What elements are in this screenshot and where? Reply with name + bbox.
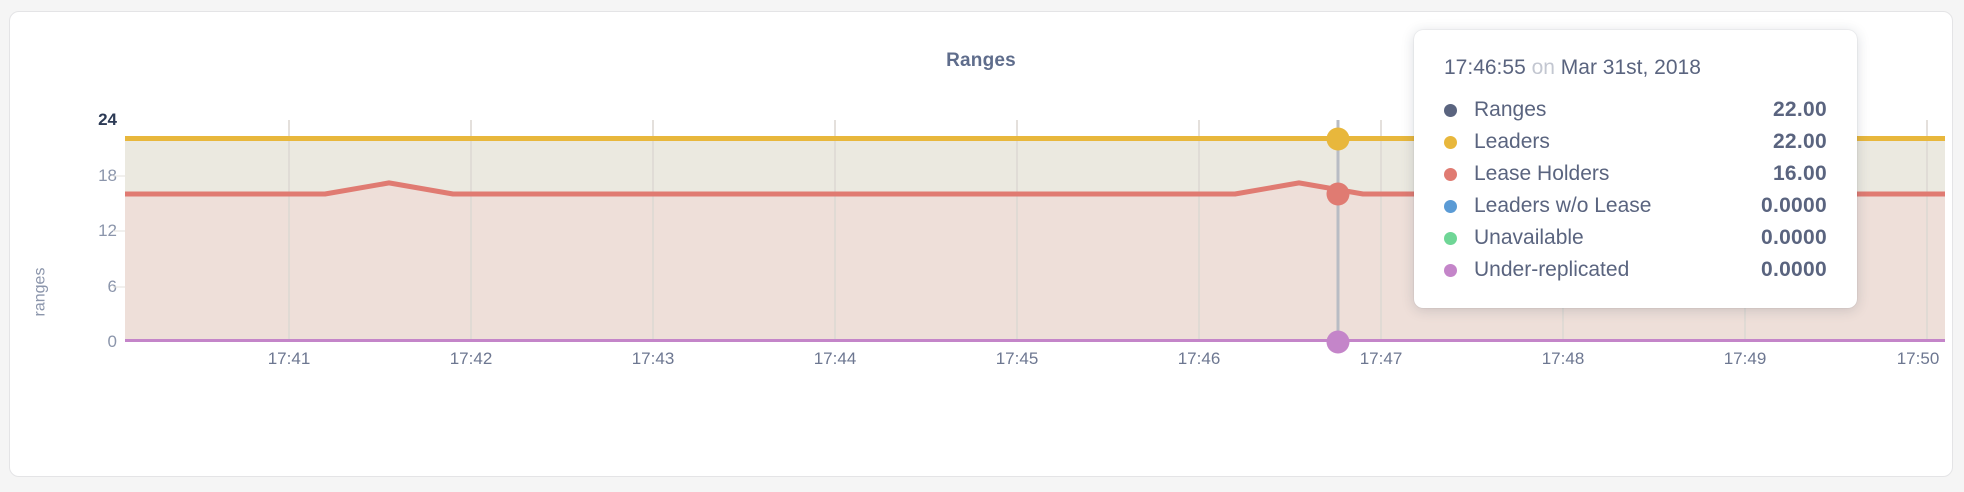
y-axis: ranges 24 18 12 6 0 xyxy=(31,110,117,351)
series-dot-icon xyxy=(1444,199,1457,213)
y-tick-dash-18 xyxy=(113,175,129,176)
marker-leaders xyxy=(1326,127,1350,150)
tooltip-value: 0.0000 xyxy=(1760,194,1827,217)
x-tick-9: 17:50 xyxy=(1896,349,1940,368)
x-tick-8: 17:49 xyxy=(1723,349,1767,368)
x-tick-6: 17:47 xyxy=(1359,349,1403,368)
series-dot-icon xyxy=(1444,167,1457,181)
tooltip-row-unavailable: Unavailable 0.0000 xyxy=(1444,222,1827,254)
series-dot-icon xyxy=(1444,231,1457,245)
tooltip-label: Ranges xyxy=(1474,98,1547,121)
y-tick-0: 0 xyxy=(107,332,117,351)
tooltip-header: 17:46:55 on Mar 31st, 2018 xyxy=(1444,56,1827,80)
y-tick-12: 12 xyxy=(98,221,117,240)
line-lease-holders xyxy=(125,180,1945,197)
chart-card: Ranges ranges 24 18 12 6 0 xyxy=(9,11,1953,477)
tooltip-row-lease-holders: Lease Holders 16.00 xyxy=(1444,158,1827,190)
x-tick-0: 17:41 xyxy=(267,349,311,368)
x-tick-3: 17:44 xyxy=(813,349,857,368)
marker-under-replicated xyxy=(1326,330,1350,354)
series-dot-icon xyxy=(1444,263,1457,277)
tooltip-time: 17:46:55 xyxy=(1444,56,1526,79)
tooltip-value: 22.00 xyxy=(1772,130,1827,153)
y-tick-6: 6 xyxy=(107,276,117,296)
hover-tooltip: 17:46:55 on Mar 31st, 2018 Ranges 22.00 … xyxy=(1414,30,1857,308)
tooltip-row-leaders-wo-lease: Leaders w/o Lease 0.0000 xyxy=(1444,190,1827,222)
tooltip-label: Leaders w/o Lease xyxy=(1474,194,1652,217)
page-title: Ranges xyxy=(946,50,1016,71)
tooltip-row-ranges: Ranges 22.00 xyxy=(1444,94,1827,126)
x-tick-4: 17:45 xyxy=(995,349,1039,368)
tooltip-row-leaders: Leaders 22.00 xyxy=(1444,126,1827,158)
tooltip-label: Lease Holders xyxy=(1474,162,1610,185)
series-dot-icon xyxy=(1444,135,1457,149)
marker-lease-holders xyxy=(1326,182,1350,206)
tooltip-label: Leaders xyxy=(1474,130,1550,153)
y-axis-title: ranges xyxy=(31,267,49,317)
x-tick-2: 17:43 xyxy=(631,349,675,368)
tooltip-label: Under-replicated xyxy=(1474,258,1630,281)
tooltip-date: Mar 31st, 2018 xyxy=(1560,56,1701,79)
y-tick-18: 18 xyxy=(98,165,117,185)
y-tick-dash-12 xyxy=(113,230,129,232)
x-tick-7: 17:48 xyxy=(1541,349,1585,368)
tooltip-value: 0.0000 xyxy=(1760,226,1827,249)
tooltip-value: 0.0000 xyxy=(1760,258,1827,281)
series-dot-icon xyxy=(1444,103,1457,117)
tooltip-row-under-replicated: Under-replicated 0.0000 xyxy=(1444,254,1827,286)
tooltip-label: Unavailable xyxy=(1474,226,1584,249)
tooltip-on-word: on xyxy=(1531,56,1555,79)
x-tick-1: 17:42 xyxy=(449,349,493,368)
y-tick-dash-6 xyxy=(113,286,129,287)
y-tick-24: 24 xyxy=(98,110,117,129)
tooltip-value: 16.00 xyxy=(1772,162,1827,185)
tooltip-value: 22.00 xyxy=(1772,98,1827,121)
x-tick-5: 17:46 xyxy=(1177,349,1221,368)
